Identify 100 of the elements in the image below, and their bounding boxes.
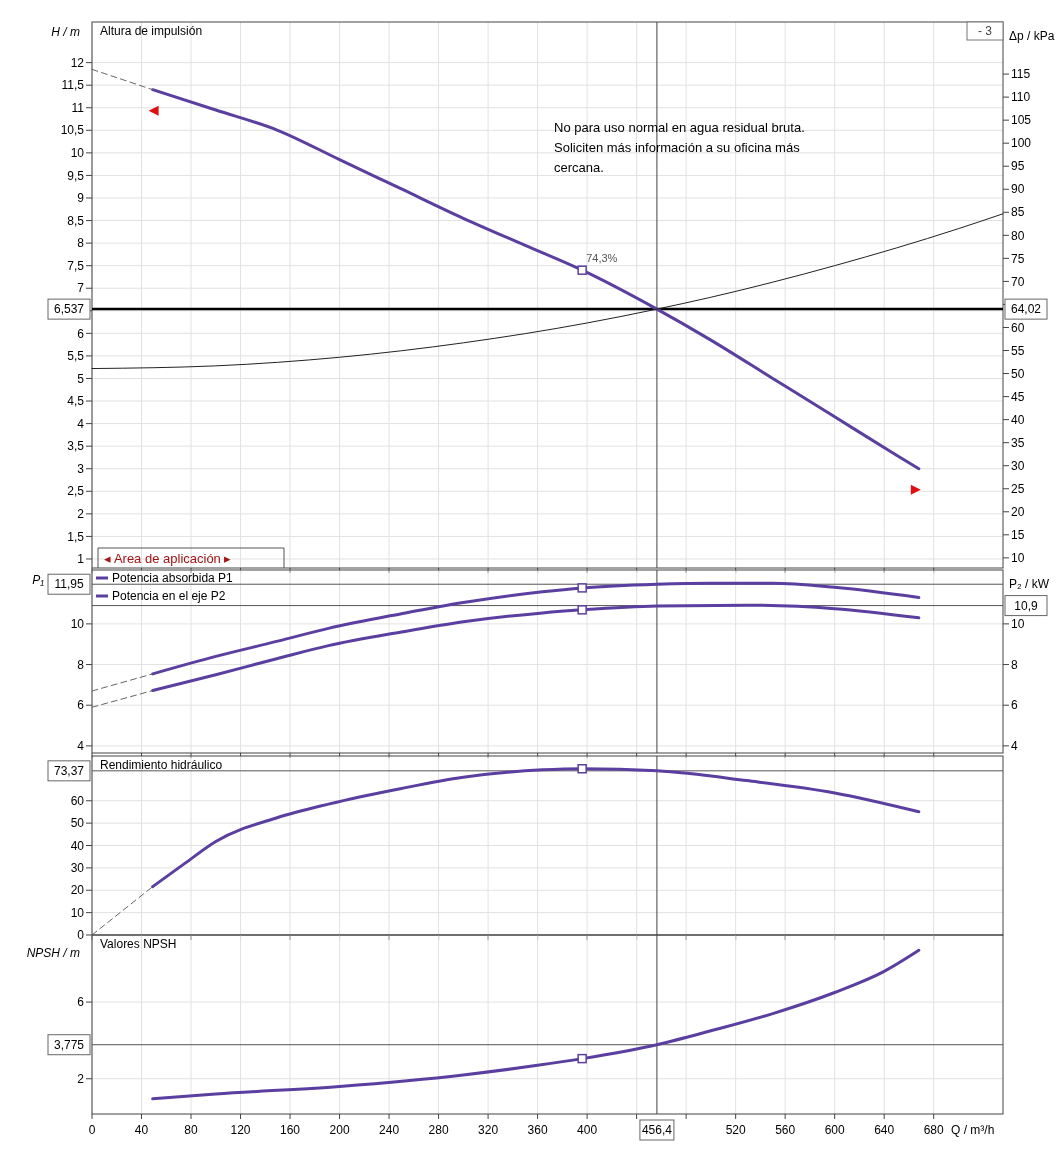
chart-title: Valores NPSH bbox=[100, 937, 177, 951]
x-tick-label: 240 bbox=[379, 1123, 400, 1137]
y-tick-label: 10 bbox=[70, 905, 85, 920]
annotation: No para uso normal en agua residual bruta. Soliciten más información a su oficina más cercana. bbox=[554, 120, 805, 175]
y-tick-label: 0 bbox=[77, 928, 85, 943]
annotation: - 3 bbox=[977, 24, 993, 38]
y2-tick-label: 50 bbox=[1011, 366, 1025, 381]
y-tick-label: 10,5 bbox=[60, 123, 85, 138]
x-tick-label: 560 bbox=[775, 1123, 796, 1137]
y-tick-label: 20 bbox=[70, 883, 85, 898]
y2-tick-label: 4 bbox=[1011, 739, 1018, 754]
y-tick-label: 1,5 bbox=[67, 529, 85, 544]
y-tick-label: 7,5 bbox=[67, 258, 85, 273]
y-axis-title: P₁ bbox=[32, 573, 45, 587]
x-tick-label: 520 bbox=[725, 1123, 746, 1137]
y2-tick-label: 10 bbox=[1011, 551, 1025, 566]
y-tick-label: 11 bbox=[71, 100, 85, 115]
y-tick-label: 2 bbox=[77, 1071, 85, 1086]
x-tick-label: 80 bbox=[184, 1123, 199, 1137]
ref-line-label: 10,9 bbox=[1014, 598, 1038, 613]
y2-tick-label: 95 bbox=[1011, 159, 1025, 174]
x-tick-label: 680 bbox=[923, 1123, 945, 1137]
y-tick-label: 1 bbox=[77, 552, 85, 567]
x-tick-label: 200 bbox=[329, 1123, 350, 1137]
chart-title: Altura de impulsión bbox=[100, 24, 203, 38]
ref-line-label: 11,95 bbox=[54, 577, 84, 592]
y-tick-label: 7 bbox=[77, 281, 85, 296]
y-axis-title: H / m bbox=[51, 25, 80, 39]
y-tick-label: 4,5 bbox=[67, 394, 85, 409]
y-tick-label: 8 bbox=[77, 657, 85, 672]
chart-title: Rendimiento hidráulico bbox=[100, 758, 223, 772]
y2-tick-label: 80 bbox=[1011, 228, 1025, 243]
y-tick-label: 50 bbox=[70, 816, 85, 831]
y2-tick-label: 15 bbox=[1011, 528, 1025, 543]
y-tick-label: 5,5 bbox=[67, 349, 85, 364]
y-tick-label: 6 bbox=[77, 698, 85, 713]
y-tick-label: 8,5 bbox=[67, 213, 85, 228]
x-tick-label: 160 bbox=[280, 1123, 301, 1137]
y-tick-label: 10 bbox=[70, 146, 85, 161]
y-tick-label: 2,5 bbox=[67, 484, 85, 499]
y2-tick-label: 90 bbox=[1011, 182, 1025, 197]
y2-tick-label: 75 bbox=[1011, 251, 1025, 266]
y2-tick-label: 35 bbox=[1011, 435, 1025, 450]
y2-tick-label: 115 bbox=[1011, 67, 1031, 82]
annotation: ◂ Area de aplicación ▸ bbox=[104, 551, 232, 566]
y2-axis-title: P₂ / kW bbox=[1009, 577, 1050, 591]
y-tick-label: 4 bbox=[77, 739, 85, 754]
y2-tick-label: 10 bbox=[1011, 617, 1025, 632]
y-tick-label: 30 bbox=[70, 861, 85, 876]
y-tick-label: 2 bbox=[77, 507, 85, 522]
y-tick-label: 5 bbox=[77, 371, 85, 386]
y-tick-label: 3 bbox=[77, 461, 85, 476]
y2-tick-label: 70 bbox=[1011, 274, 1025, 289]
x-tick-label: 600 bbox=[824, 1123, 845, 1137]
y-tick-label: 40 bbox=[70, 838, 85, 853]
y2-tick-label: 45 bbox=[1011, 389, 1025, 404]
annotation: 74,3% bbox=[586, 252, 618, 265]
legend-label: Potencia absorbida P1 bbox=[112, 571, 234, 585]
y-axis-title: NPSH / m bbox=[26, 946, 80, 960]
x-tick-label: 320 bbox=[478, 1123, 499, 1137]
y2-tick-label: 8 bbox=[1011, 657, 1018, 672]
ref-line-label: 456,4 bbox=[641, 1123, 673, 1137]
y2-tick-label: 110 bbox=[1011, 90, 1031, 105]
x-tick-label: 640 bbox=[874, 1123, 895, 1137]
annotation: 64,02 bbox=[1010, 302, 1042, 317]
y-tick-label: 60 bbox=[70, 793, 85, 808]
x-tick-label: 0 bbox=[88, 1123, 96, 1137]
y-tick-label: 8 bbox=[77, 236, 85, 251]
x-tick-label: 40 bbox=[134, 1123, 149, 1137]
y-tick-label: 12 bbox=[70, 55, 85, 70]
y-tick-label: 4 bbox=[77, 416, 85, 431]
y2-tick-label: 100 bbox=[1011, 136, 1032, 151]
y-tick-label: 11,5 bbox=[61, 78, 85, 93]
y-tick-label: 6 bbox=[77, 326, 85, 341]
y2-tick-label: 6 bbox=[1011, 698, 1018, 713]
y-tick-label: 9 bbox=[77, 191, 85, 206]
y2-tick-label: 85 bbox=[1011, 205, 1025, 220]
ref-line-label: 3,775 bbox=[53, 1037, 85, 1052]
line-series bbox=[151, 603, 921, 693]
ref-line-label: 73,37 bbox=[53, 764, 85, 779]
y2-tick-label: 55 bbox=[1011, 343, 1025, 358]
y2-tick-label: 20 bbox=[1011, 504, 1025, 519]
legend-label: Potencia en el eje P2 bbox=[112, 589, 226, 603]
y2-tick-label: 105 bbox=[1011, 113, 1032, 128]
y2-axis-title: Δp / kPa bbox=[1009, 29, 1055, 43]
ref-line-label: 6,537 bbox=[53, 302, 85, 317]
y-tick-label: 9,5 bbox=[67, 168, 85, 183]
x-tick-label: 120 bbox=[230, 1123, 251, 1137]
x-tick-label: 280 bbox=[428, 1123, 449, 1137]
y2-tick-label: 60 bbox=[1011, 320, 1025, 335]
y2-tick-label: 25 bbox=[1011, 481, 1025, 496]
line-series bbox=[91, 213, 1004, 370]
y-tick-label: 6 bbox=[77, 995, 85, 1010]
y2-tick-label: 30 bbox=[1011, 458, 1025, 473]
y2-tick-label: 40 bbox=[1011, 412, 1025, 427]
line-series bbox=[151, 948, 921, 1101]
y-tick-label: 3,5 bbox=[67, 439, 85, 454]
x-tick-label: 360 bbox=[527, 1123, 548, 1137]
x-tick-label: 400 bbox=[577, 1123, 598, 1137]
y-tick-label: 10 bbox=[70, 617, 85, 632]
